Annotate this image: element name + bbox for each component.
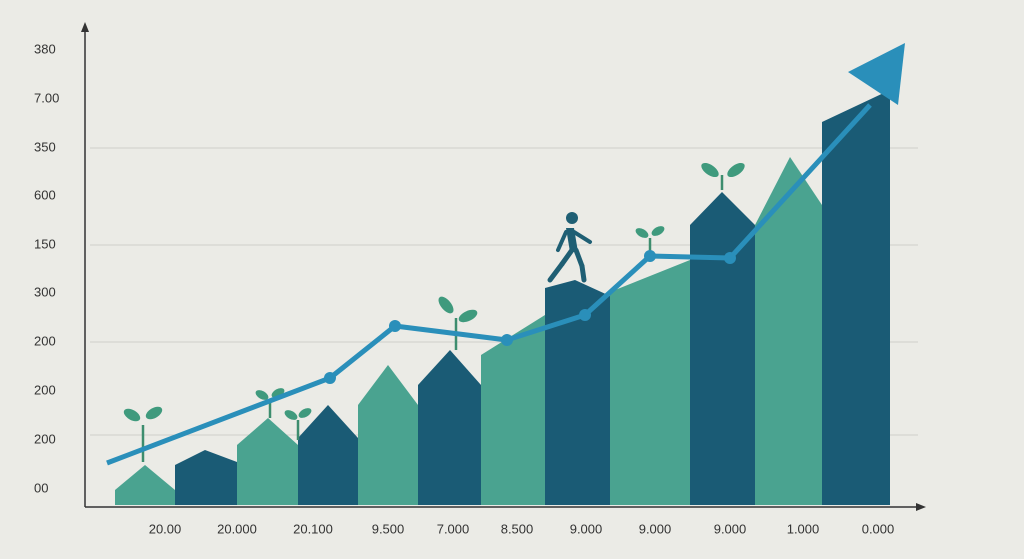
walking-person xyxy=(547,212,592,283)
sprout xyxy=(284,408,312,440)
x-axis-label: 1.000 xyxy=(787,521,820,536)
x-axis-label: 20.100 xyxy=(293,521,333,536)
y-axis-label: 200 xyxy=(34,431,56,446)
x-axis-label: 9.500 xyxy=(372,521,405,536)
bar xyxy=(358,365,418,505)
x-axis-label: 20.00 xyxy=(149,521,182,536)
y-axis-label: 300 xyxy=(34,284,56,299)
sprout xyxy=(123,406,163,462)
bars xyxy=(115,90,890,505)
labels: 380 7.00 350 600 150 300 200 200 200 00 20.00 20.00… xyxy=(34,41,894,536)
bar xyxy=(822,90,890,505)
trend-points xyxy=(324,250,736,384)
bar xyxy=(610,260,690,505)
y-axis-label: 380 xyxy=(34,41,56,56)
y-axis-label: 00 xyxy=(34,480,48,495)
bar xyxy=(755,157,822,505)
bar xyxy=(298,405,358,505)
y-axis-label: 200 xyxy=(34,333,56,348)
bar xyxy=(175,450,237,505)
sprout xyxy=(701,162,745,190)
x-axis-arrow xyxy=(916,503,926,511)
bar xyxy=(481,315,545,505)
trend-path xyxy=(106,103,872,466)
bar xyxy=(115,465,175,505)
sprouts xyxy=(123,162,745,462)
bar xyxy=(545,280,610,505)
bar xyxy=(418,350,481,505)
x-axis-label: 9.000 xyxy=(639,521,672,536)
y-axis-label: 600 xyxy=(34,187,56,202)
axes xyxy=(81,22,926,511)
y-axis-label: 7.00 xyxy=(34,90,59,105)
y-axis-label: 200 xyxy=(34,382,56,397)
bar xyxy=(237,418,298,505)
trend-arrowhead xyxy=(848,43,905,105)
bar xyxy=(690,192,755,505)
trend-line xyxy=(106,43,905,466)
x-axis-label: 9.000 xyxy=(714,521,747,536)
x-axis-label: 20.000 xyxy=(217,521,257,536)
y-axis-label: 350 xyxy=(34,139,56,154)
x-axis-label: 8.500 xyxy=(501,521,534,536)
y-axis-label: 150 xyxy=(34,236,56,251)
x-axis-label: 9.000 xyxy=(570,521,603,536)
x-axis-label: 7.000 xyxy=(437,521,470,536)
y-axis-arrow xyxy=(81,22,89,32)
x-axis-label: 0.000 xyxy=(862,521,895,536)
